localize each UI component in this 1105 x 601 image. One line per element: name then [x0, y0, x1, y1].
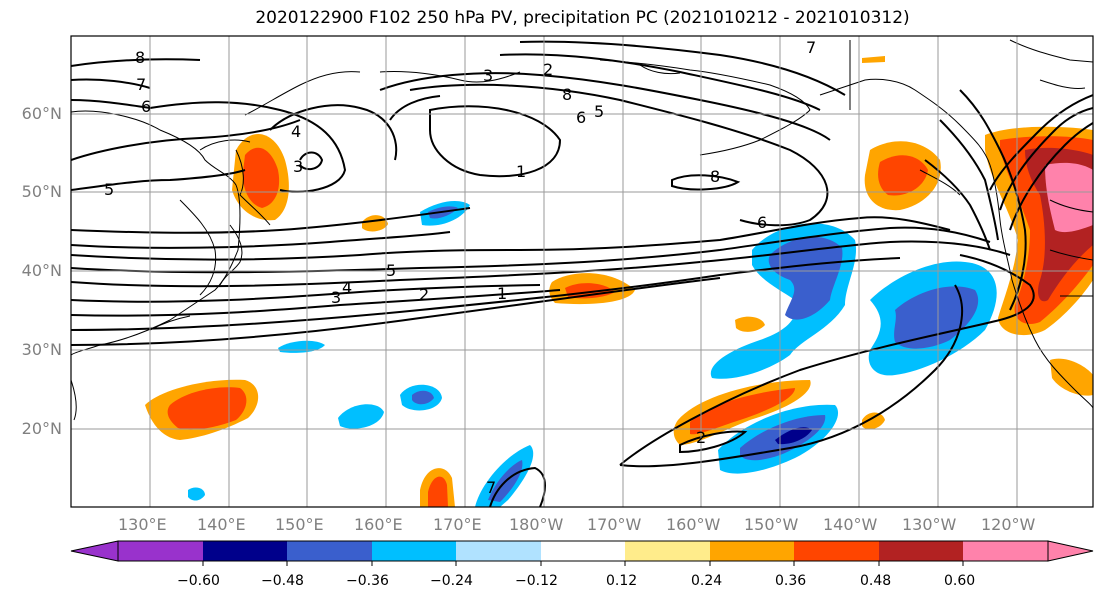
colorbar-segment	[118, 541, 203, 561]
contour-label: 3	[331, 288, 341, 307]
contour-label: 4	[342, 278, 352, 297]
lon-label: 130°E	[118, 515, 167, 534]
colorbar-tick-label: −0.24	[430, 573, 473, 589]
contour-label: 8	[562, 85, 572, 104]
colorbar-tick-label: −0.48	[261, 573, 304, 589]
colorbar-tick-label: 0.12	[606, 573, 638, 589]
pv-contours	[71, 40, 1093, 507]
contour-label: 4	[291, 122, 301, 141]
contour-label: 6	[757, 213, 767, 232]
lon-label: 150°E	[275, 515, 324, 534]
contour-label: 5	[594, 102, 604, 121]
colorbar-max-extension	[1047, 540, 1094, 562]
contour-label: 6	[576, 108, 586, 127]
lat-label: 50°N	[21, 182, 62, 201]
contour-label: 7	[136, 75, 146, 94]
lon-label: 120°W	[981, 515, 1036, 534]
colorbar-tick-label: 0.48	[860, 573, 892, 589]
lon-label: 180°W	[509, 515, 564, 534]
colorbar-tick-label: 0.60	[944, 573, 976, 589]
colorbar-tick-label: 0.36	[775, 573, 807, 589]
colorbar-segment	[710, 541, 794, 561]
contour-labels: 8 7 6 5 4 3 2 1 7 8 6 5 4 3 2 1 3 2 7 5 …	[104, 38, 816, 497]
lat-label: 60°N	[21, 104, 62, 123]
lon-label: 140°E	[197, 515, 246, 534]
colorbar-tick-label: −0.12	[515, 573, 558, 589]
contour-label: 6	[141, 97, 151, 116]
coastlines	[71, 39, 1093, 421]
lon-label: 170°W	[587, 515, 642, 534]
colorbar-segment	[372, 541, 456, 561]
precip-shading	[145, 56, 1093, 507]
colorbar-segment	[287, 541, 372, 561]
contour-label: 7	[486, 478, 496, 497]
colorbar-tick-label: −0.60	[177, 573, 220, 589]
colorbar-segment	[541, 541, 625, 561]
lat-label: 40°N	[21, 261, 62, 280]
contour-label: 1	[516, 162, 526, 181]
colorbar-segment	[203, 541, 287, 561]
contour-label: 2	[419, 285, 429, 304]
colorbar-segment	[879, 541, 963, 561]
colorbar-tick-label: 0.24	[691, 573, 723, 589]
lon-label: 150°W	[744, 515, 799, 534]
contour-label: 1	[497, 284, 507, 303]
lat-label: 30°N	[21, 340, 62, 359]
lat-label: 20°N	[21, 419, 62, 438]
colorbar-segment	[963, 541, 1048, 561]
lon-label: 170°E	[433, 515, 482, 534]
contour-label: 3	[293, 157, 303, 176]
lon-label: 140°W	[823, 515, 878, 534]
contour-label: 5	[104, 180, 114, 199]
contour-label: 2	[696, 428, 706, 447]
colorbar-segment	[625, 541, 710, 561]
colorbar-tick-label: −0.36	[346, 573, 389, 589]
colorbar-min-extension	[70, 540, 119, 562]
lon-label: 160°W	[666, 515, 721, 534]
contour-label: 3	[483, 66, 493, 85]
colorbar-segment	[456, 541, 541, 561]
lon-label: 130°W	[902, 515, 957, 534]
contour-label: 5	[386, 261, 396, 280]
colorbar-segment	[794, 541, 879, 561]
graticule	[71, 36, 1093, 507]
map-title: 2020122900 F102 250 hPa PV, precipitatio…	[255, 8, 910, 28]
colorbar	[70, 540, 1094, 566]
lon-label: 160°E	[354, 515, 403, 534]
map-frame	[70, 35, 1094, 508]
contour-label: 7	[806, 38, 816, 57]
contour-label: 2	[543, 60, 553, 79]
contour-label: 8	[710, 167, 720, 186]
contour-label: 8	[135, 48, 145, 67]
